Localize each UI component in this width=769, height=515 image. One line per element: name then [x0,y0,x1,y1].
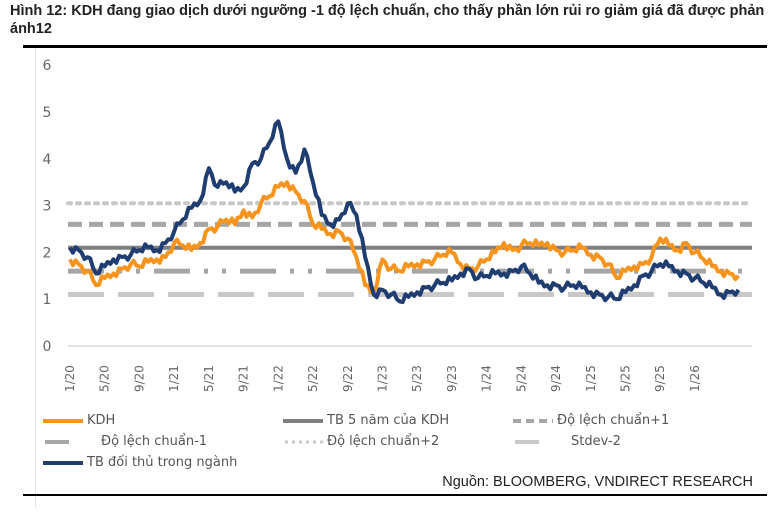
y-tick-label: 5 [43,105,52,121]
y-tick-label: 2 [43,245,52,261]
x-tick-label: 5/20 [98,365,112,392]
legend-swatch-plus2sd [285,440,323,444]
y-tick-label: 3 [43,199,52,215]
kdh-line [68,180,740,295]
legend-swatch-peer-average [43,461,83,465]
x-tick-label: 9/22 [341,365,355,392]
legend-swatch-kdh [43,419,83,423]
series-lines [68,119,741,305]
legend-label-peer-average: TB đối thủ trong ngành [87,455,238,470]
x-tick-label: 1/20 [63,365,77,392]
x-tick-label: 5/22 [306,365,320,392]
x-tick-label: 5/21 [202,365,216,392]
y-tick-label: 1 [43,292,52,308]
line-chart: 0 1 2 3 4 5 6 1/20 5/20 9/20 1/21 5/21 9/21 1/22 5/22… [43,58,754,392]
x-tick-label: 9/20 [132,365,146,392]
x-tick-label: 5/25 [619,365,633,392]
source-note: Nguồn: BLOOMBERG, VNDIRECT RESEARCH [442,474,753,490]
legend-swatch-minus1sd [45,440,69,444]
top-rule [23,45,767,48]
legend-label-plus1sd: Độ lệch chuẩn+1 [557,413,670,428]
legend-label-plus2sd: Độ lệch chuẩn+2 [327,434,440,449]
x-tick-label: 1/25 [584,365,598,392]
x-tick-label: 1/21 [167,365,181,392]
y-tick-label: 0 [43,339,52,355]
x-tick-label: 5/24 [514,365,528,392]
legend-swatch-5y-mean [283,419,323,423]
x-tick-label: 9/23 [445,365,459,392]
x-tick-label: 9/25 [653,365,667,392]
x-axis: 1/20 5/20 9/20 1/21 5/21 9/21 1/22 5/22 9/22 1/23… [63,365,702,392]
y-tick-label: 6 [43,58,52,74]
x-tick-label: 9/21 [237,365,251,392]
figure-title: Hình 12: KDH đang giao dịch dưới ngưỡng … [10,3,765,37]
x-tick-label: 1/23 [375,365,389,392]
x-tick-label: 9/24 [549,365,563,392]
legend-swatch-plus1sd [513,419,553,423]
bottom-rule [23,494,767,496]
legend-swatch-minus2sd [515,440,539,444]
peer-average-line [68,119,741,305]
legend-label-minus2sd: Stdev-2 [571,434,621,449]
y-axis: 0 1 2 3 4 5 6 [43,58,52,355]
x-tick-label: 1/22 [271,365,285,392]
legend-label-5y-mean: TB 5 năm của KDH [327,413,450,428]
legend-label-kdh: KDH [87,413,116,428]
x-tick-label: 5/23 [410,365,424,392]
x-tick-label: 1/24 [480,365,494,392]
legend-label-minus1sd: Độ lệch chuẩn-1 [101,434,208,449]
y-tick-label: 4 [43,152,52,168]
frame-line [35,48,36,508]
x-tick-label: 1/26 [688,365,702,392]
